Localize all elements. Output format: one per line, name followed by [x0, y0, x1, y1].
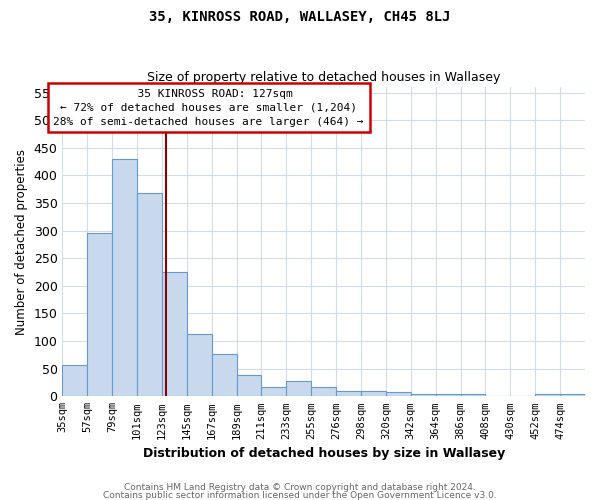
X-axis label: Distribution of detached houses by size in Wallasey: Distribution of detached houses by size … — [143, 447, 505, 460]
Text: Contains public sector information licensed under the Open Government Licence v3: Contains public sector information licen… — [103, 490, 497, 500]
Bar — [286, 382, 311, 396]
Bar — [560, 394, 585, 396]
Bar — [411, 394, 436, 396]
Text: 35, KINROSS ROAD, WALLASEY, CH45 8LJ: 35, KINROSS ROAD, WALLASEY, CH45 8LJ — [149, 10, 451, 24]
Text: Contains HM Land Registry data © Crown copyright and database right 2024.: Contains HM Land Registry data © Crown c… — [124, 484, 476, 492]
Bar — [187, 334, 212, 396]
Bar — [361, 391, 386, 396]
Bar — [336, 391, 361, 396]
Bar — [386, 392, 411, 396]
Bar — [212, 354, 236, 397]
Bar — [461, 394, 485, 396]
Text: 35 KINROSS ROAD: 127sqm
← 72% of detached houses are smaller (1,204)
28% of semi: 35 KINROSS ROAD: 127sqm ← 72% of detache… — [53, 88, 364, 126]
Bar — [162, 272, 187, 396]
Bar — [236, 376, 262, 396]
Bar — [62, 365, 88, 396]
Y-axis label: Number of detached properties: Number of detached properties — [15, 148, 28, 334]
Bar — [88, 234, 112, 396]
Bar — [137, 193, 162, 396]
Bar — [262, 387, 286, 396]
Title: Size of property relative to detached houses in Wallasey: Size of property relative to detached ho… — [147, 72, 500, 85]
Bar — [535, 394, 560, 396]
Bar — [311, 388, 336, 396]
Bar — [436, 394, 461, 396]
Bar — [112, 159, 137, 396]
